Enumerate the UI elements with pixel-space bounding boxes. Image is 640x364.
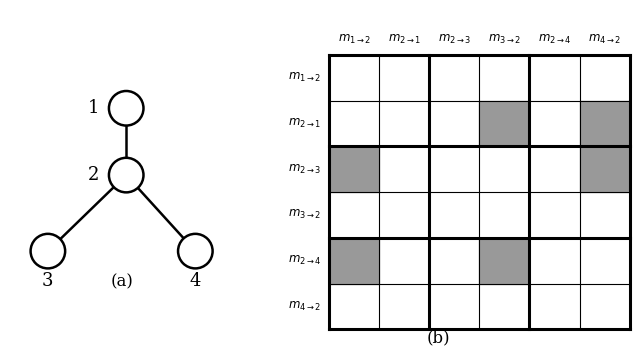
- Text: $m_{1\rightarrow 2}$: $m_{1\rightarrow 2}$: [288, 71, 321, 84]
- Text: 2: 2: [88, 166, 100, 184]
- Text: 3: 3: [42, 272, 54, 290]
- Text: $m_{2\rightarrow 1}$: $m_{2\rightarrow 1}$: [388, 33, 421, 46]
- Text: $m_{2\rightarrow 3}$: $m_{2\rightarrow 3}$: [438, 33, 471, 46]
- Text: $m_{2\rightarrow 1}$: $m_{2\rightarrow 1}$: [288, 117, 321, 130]
- Text: 4: 4: [189, 272, 201, 290]
- Circle shape: [178, 234, 212, 268]
- Text: $m_{2\rightarrow 4}$: $m_{2\rightarrow 4}$: [538, 33, 572, 46]
- Bar: [479, 238, 529, 284]
- Text: $m_{3\rightarrow 2}$: $m_{3\rightarrow 2}$: [288, 208, 321, 221]
- Bar: [580, 100, 630, 146]
- Text: 1: 1: [88, 99, 100, 117]
- Text: $m_{2\rightarrow 4}$: $m_{2\rightarrow 4}$: [288, 254, 321, 267]
- Bar: [580, 146, 630, 192]
- Text: $m_{4\rightarrow 2}$: $m_{4\rightarrow 2}$: [588, 33, 621, 46]
- Bar: [329, 238, 379, 284]
- Bar: [329, 146, 379, 192]
- Text: (a): (a): [110, 273, 133, 290]
- Text: (b): (b): [427, 329, 450, 346]
- Circle shape: [109, 91, 143, 126]
- Text: $m_{1\rightarrow 2}$: $m_{1\rightarrow 2}$: [337, 33, 371, 46]
- Text: $m_{3\rightarrow 2}$: $m_{3\rightarrow 2}$: [488, 33, 521, 46]
- Circle shape: [31, 234, 65, 268]
- Text: $m_{4\rightarrow 2}$: $m_{4\rightarrow 2}$: [288, 300, 321, 313]
- Text: $m_{2\rightarrow 3}$: $m_{2\rightarrow 3}$: [288, 163, 321, 176]
- Bar: [479, 100, 529, 146]
- Circle shape: [109, 158, 143, 192]
